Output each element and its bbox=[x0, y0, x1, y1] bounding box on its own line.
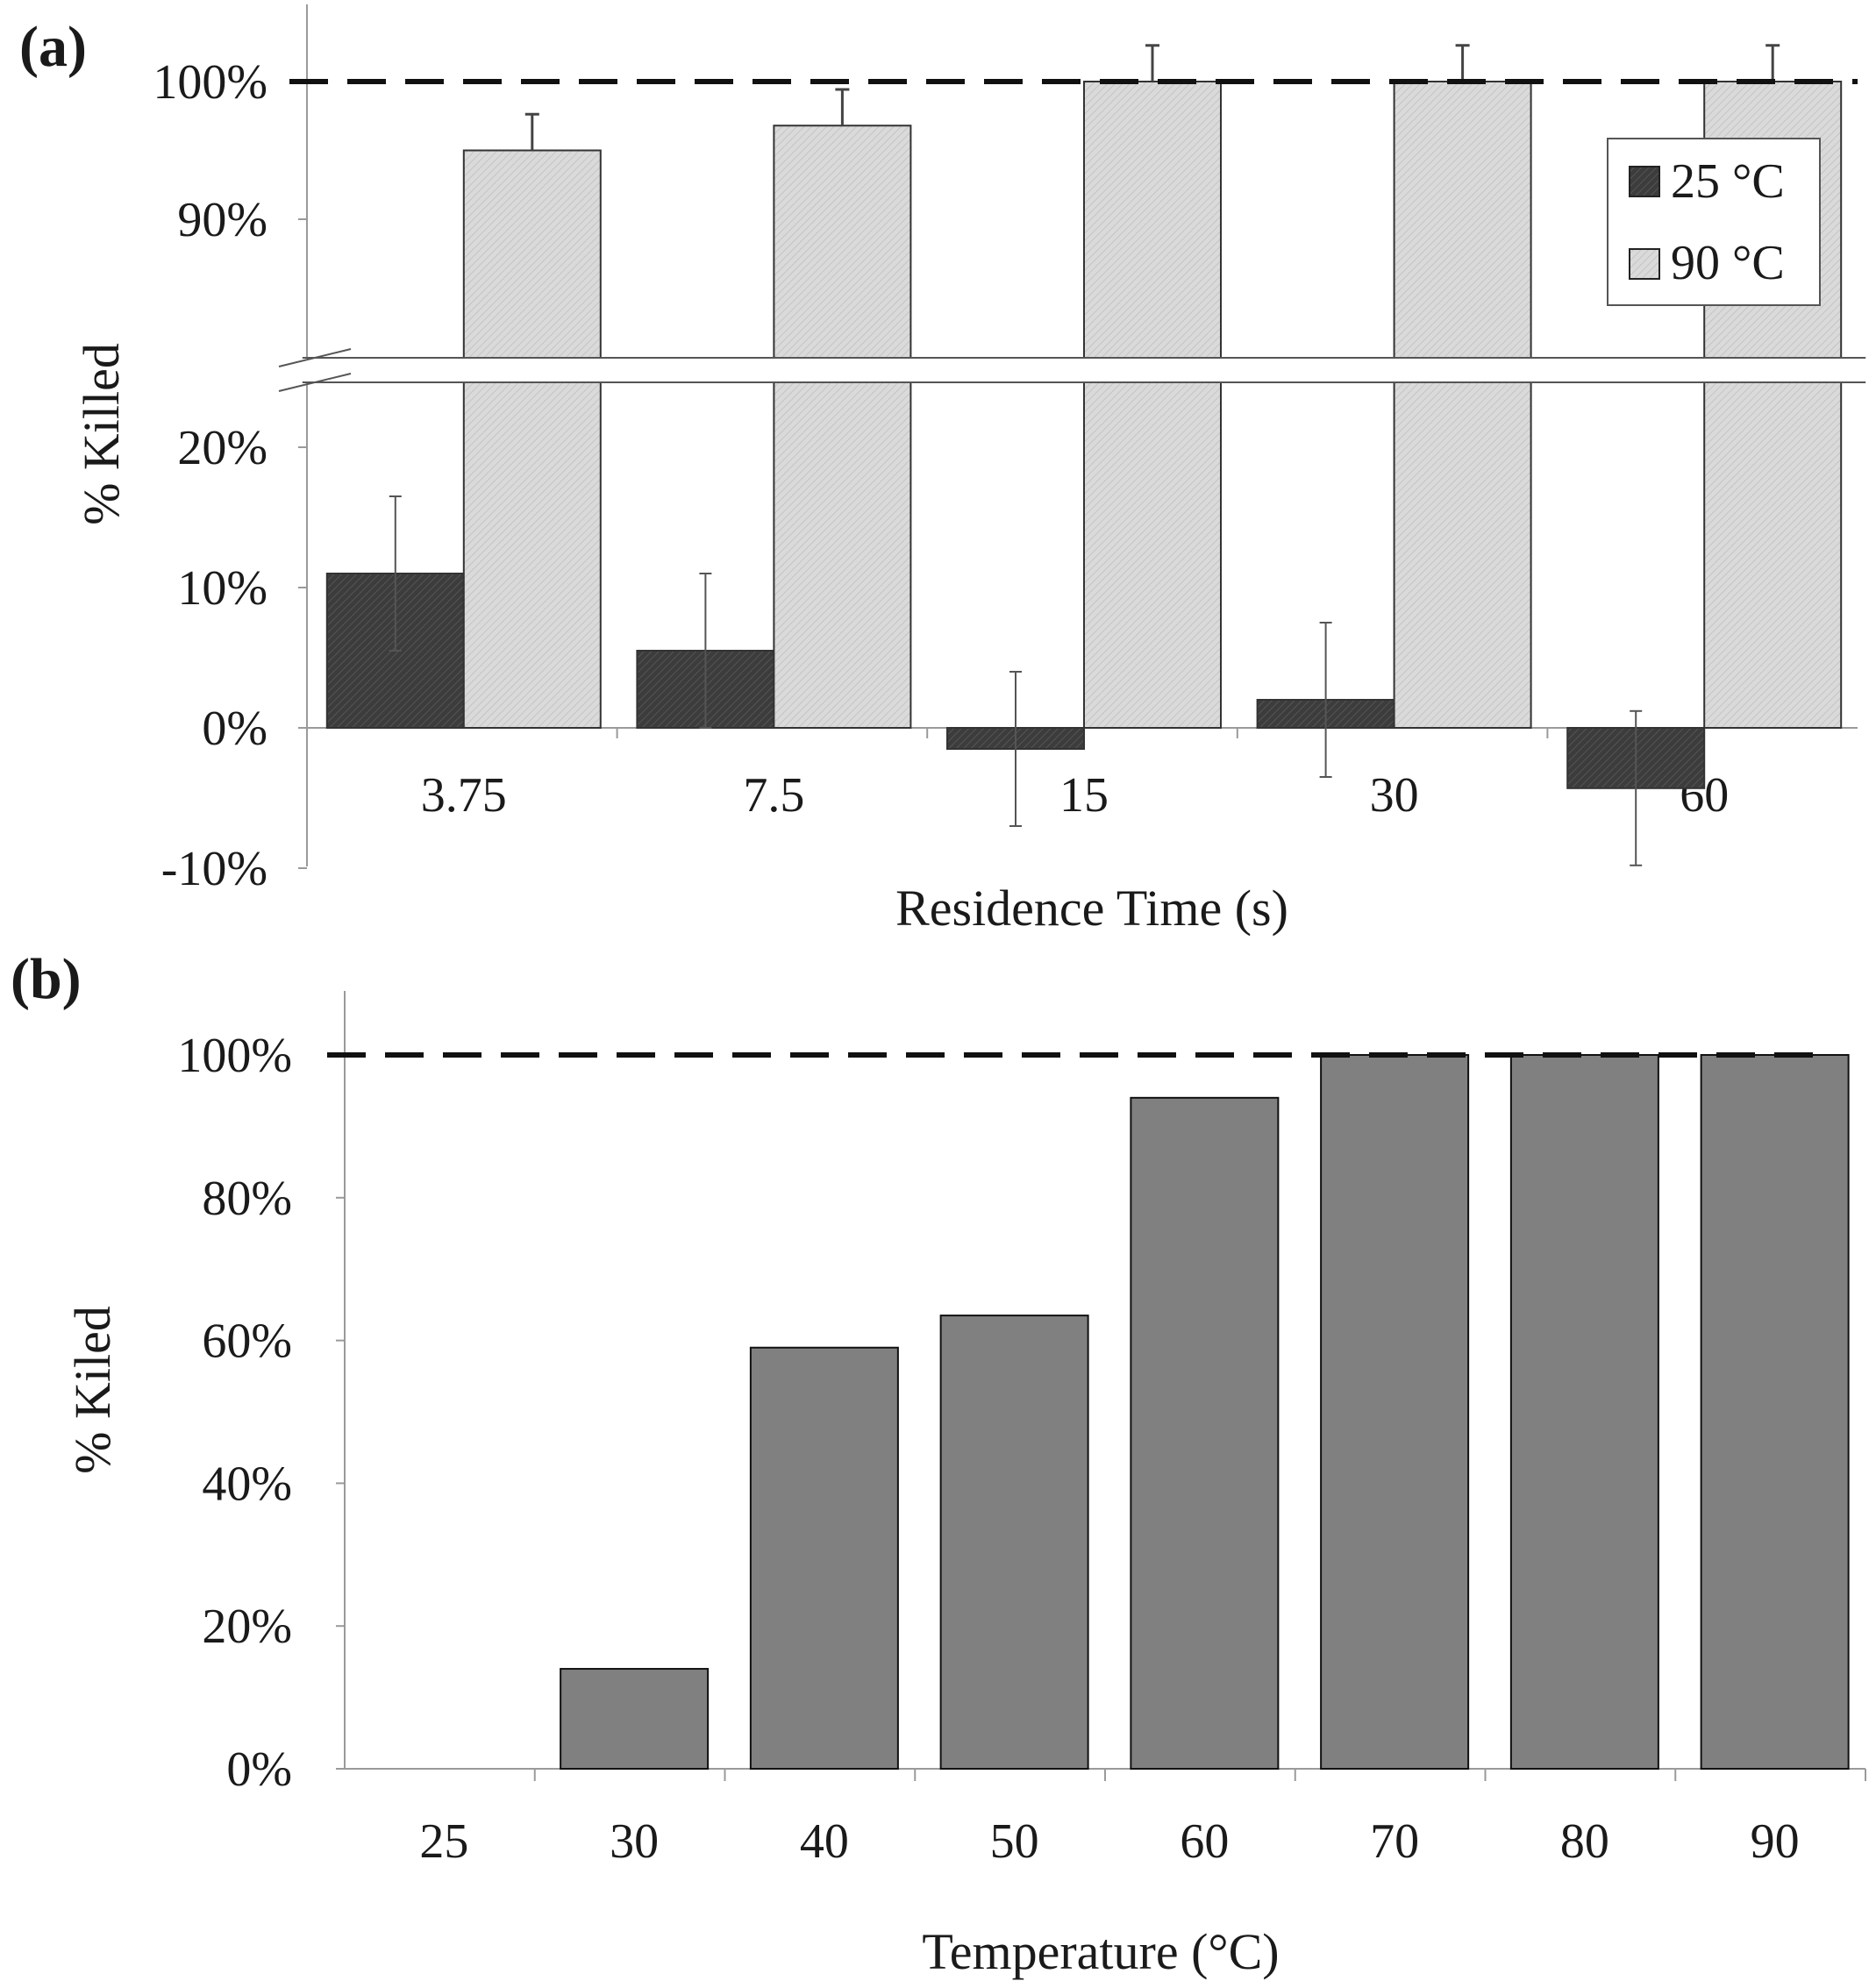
panel-b-y-tick-label: 20% bbox=[202, 1600, 292, 1654]
panel-b-bars bbox=[560, 1054, 1850, 1771]
panel-a-x-tick-label: 15 bbox=[1059, 768, 1109, 823]
panel-a-bars bbox=[325, 81, 1843, 789]
panel-a-x-tick-label: 30 bbox=[1370, 768, 1419, 823]
panel-b-bar bbox=[1320, 1054, 1470, 1770]
panel-a: (a) 100%90%20%10%0%-10%3.75 7.5 15 30 60 Res… bbox=[19, 4, 1866, 937]
panel-b-x-axis-title: Temperature (°C) bbox=[922, 1923, 1279, 1980]
panel-b-y-tick-label: 40% bbox=[202, 1457, 292, 1511]
panel-a-y-axis-title: % Killed bbox=[73, 343, 130, 525]
panel-a-x-tick-label: 7.5 bbox=[743, 768, 804, 823]
panel-a-bar-90c bbox=[1083, 81, 1222, 729]
panel-b-axes: 0% 20% 40% 60% 80% 100% 25 30 40 50 60 70 80 90 bbox=[177, 991, 1866, 1869]
panel-a-y-tick-label: 90% bbox=[177, 193, 267, 247]
panel-b-bar bbox=[1700, 1054, 1850, 1770]
panel-a-y-tick-label: -10% bbox=[161, 842, 267, 896]
panel-b-bar bbox=[749, 1346, 899, 1770]
panel-b-x-tick-label: 60 bbox=[1180, 1814, 1229, 1869]
panel-b-x-tick-label: 40 bbox=[800, 1814, 849, 1869]
legend-label-90c: 90 °C bbox=[1671, 236, 1785, 290]
panel-a-x-tick-label: 3.75 bbox=[421, 768, 507, 823]
panel-a-bar-90c bbox=[462, 149, 602, 729]
panel-a-legend: 25 °C 90 °C bbox=[1607, 138, 1821, 306]
panel-a-bar-90c bbox=[773, 125, 912, 730]
panel-a-break-mark bbox=[278, 373, 352, 392]
panel-b-bar bbox=[1130, 1096, 1280, 1770]
legend-swatch-90c bbox=[1629, 248, 1660, 280]
panel-b-x-tick-label: 70 bbox=[1370, 1814, 1419, 1869]
panel-a-overlays bbox=[272, 44, 1866, 866]
panel-a-y-tick-label: 100% bbox=[153, 55, 267, 110]
panel-b-label: (b) bbox=[11, 947, 82, 1011]
panel-b-bar bbox=[939, 1315, 1089, 1770]
panel-a-y-tick-label: 20% bbox=[177, 421, 267, 475]
panel-b-x-tick-label: 30 bbox=[610, 1814, 659, 1869]
panel-b-x-tick-label: 25 bbox=[419, 1814, 468, 1869]
legend-swatch-25c bbox=[1629, 166, 1660, 197]
panel-b-y-tick-label: 80% bbox=[202, 1172, 292, 1226]
panel-a-label: (a) bbox=[19, 15, 87, 79]
panel-b-x-tick-label: 90 bbox=[1751, 1814, 1800, 1869]
panel-b: (b) 0% 20% 40% 60% 80% 100% 25 30 40 50 60 70 80 90 T… bbox=[11, 947, 1866, 1980]
panel-b-x-tick-label: 80 bbox=[1560, 1814, 1609, 1869]
panel-b-x-tick-label: 50 bbox=[990, 1814, 1039, 1869]
panel-a-axis-break bbox=[272, 358, 1858, 382]
panel-a-break-mark bbox=[278, 348, 352, 367]
panel-a-bar-90c bbox=[1393, 81, 1532, 729]
panel-a-axes: 100%90%20%10%0%-10%3.75 7.5 15 30 60 bbox=[153, 4, 1858, 896]
panel-b-bar bbox=[1509, 1054, 1659, 1770]
panel-b-y-tick-label: 0% bbox=[226, 1742, 292, 1797]
panel-a-y-tick-label: 0% bbox=[202, 702, 267, 756]
panel-b-y-tick-label: 60% bbox=[202, 1315, 292, 1369]
panel-a-y-tick-label: 10% bbox=[177, 561, 267, 616]
panel-b-bar bbox=[560, 1668, 710, 1771]
legend-label-25c: 25 °C bbox=[1671, 154, 1785, 209]
panel-a-x-axis-title: Residence Time (s) bbox=[895, 880, 1288, 937]
panel-b-y-axis-title: % Kiled bbox=[64, 1306, 121, 1474]
panel-b-y-tick-label: 100% bbox=[177, 1029, 292, 1083]
